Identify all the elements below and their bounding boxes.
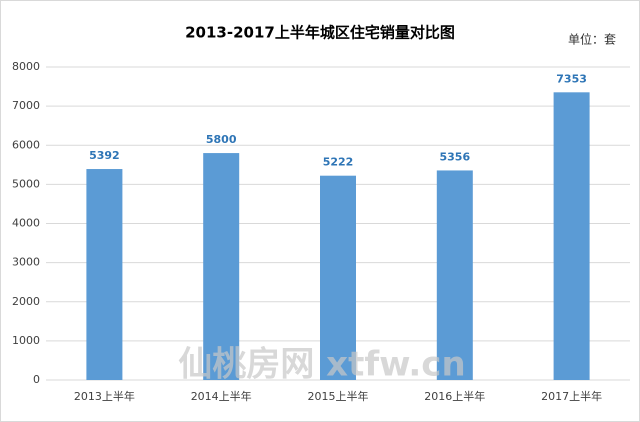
bar xyxy=(203,153,240,380)
x-tick-label: 2014上半年 xyxy=(191,389,252,403)
x-tick-label: 2016上半年 xyxy=(424,389,485,403)
data-label: 5800 xyxy=(206,133,237,146)
bar xyxy=(86,169,123,380)
y-tick-label: 3000 xyxy=(12,256,40,269)
x-tick-label: 2017上半年 xyxy=(541,389,602,403)
unit-label: 单位：套 xyxy=(568,32,616,47)
data-label: 7353 xyxy=(556,72,587,85)
data-label: 5222 xyxy=(323,156,354,169)
x-tick-label: 2015上半年 xyxy=(308,389,369,403)
bar xyxy=(553,92,590,380)
y-tick-label: 2000 xyxy=(12,295,40,308)
y-tick-label: 8000 xyxy=(12,60,40,73)
x-tick-label: 2013上半年 xyxy=(74,389,135,403)
data-label: 5392 xyxy=(89,149,120,162)
data-label: 5356 xyxy=(439,150,470,163)
y-tick-label: 6000 xyxy=(12,138,40,151)
bar xyxy=(436,170,473,380)
y-tick-label: 7000 xyxy=(12,99,40,112)
chart-title: 2013-2017上半年城区住宅销量对比图 xyxy=(185,24,455,42)
bar xyxy=(320,175,356,380)
y-tick-label: 4000 xyxy=(12,217,40,230)
y-tick-label: 0 xyxy=(33,373,40,386)
y-tick-label: 1000 xyxy=(12,334,40,347)
watermark: 仙桃房网 xtfw.cn xyxy=(178,345,465,385)
y-tick-label: 5000 xyxy=(12,177,40,190)
